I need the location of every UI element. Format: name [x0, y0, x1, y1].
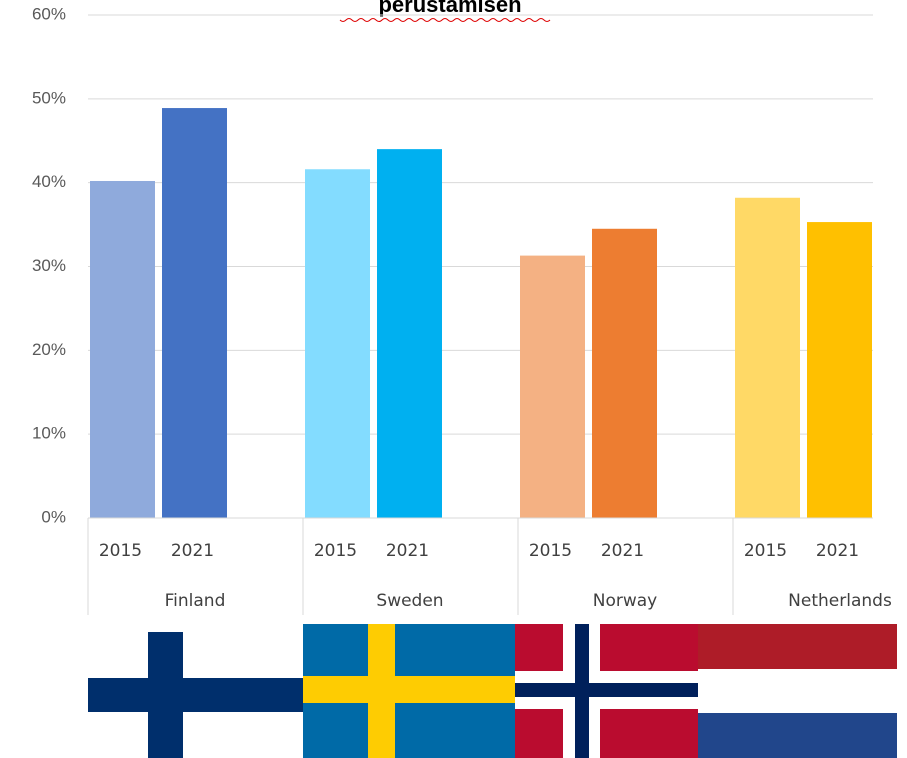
y-tick-label: 10% [32, 424, 66, 443]
bar [305, 169, 370, 518]
x-sub-label: 2015 [99, 541, 142, 561]
x-group-label: Netherlands [788, 591, 892, 611]
y-tick-label: 20% [32, 340, 66, 359]
bar [735, 197, 800, 519]
y-tick-label: 30% [32, 256, 66, 275]
bar [90, 180, 155, 519]
flag-part [515, 683, 698, 697]
x-group-label: Finland [165, 591, 226, 611]
x-sub-label: 2021 [386, 541, 429, 561]
flag-netherlands [698, 624, 897, 669]
x-sub-label: 2015 [744, 541, 787, 561]
y-tick-label: 60% [32, 4, 66, 23]
x-sub-label: 2021 [171, 541, 214, 561]
flag-part [698, 669, 897, 713]
x-sub-label: 2015 [529, 541, 572, 561]
y-tick-label: 0% [41, 507, 66, 526]
flag-part [698, 713, 897, 758]
x-sub-label: 2021 [601, 541, 644, 561]
flag-part [88, 678, 303, 712]
bar [377, 149, 442, 518]
bar [520, 255, 585, 518]
x-sub-label: 2021 [816, 541, 859, 561]
flag-part [303, 676, 515, 703]
x-group-label: Sweden [376, 591, 443, 611]
bar [807, 222, 872, 518]
spell-underline [339, 18, 551, 22]
y-tick-label: 50% [32, 88, 66, 107]
flags [88, 624, 897, 758]
x-group-label: Norway [593, 591, 658, 611]
chart-title: perustamisen [378, 0, 521, 17]
y-tick-label: 40% [32, 172, 66, 191]
x-sub-label: 2015 [314, 541, 357, 561]
bar [592, 228, 657, 518]
bar [162, 108, 227, 519]
